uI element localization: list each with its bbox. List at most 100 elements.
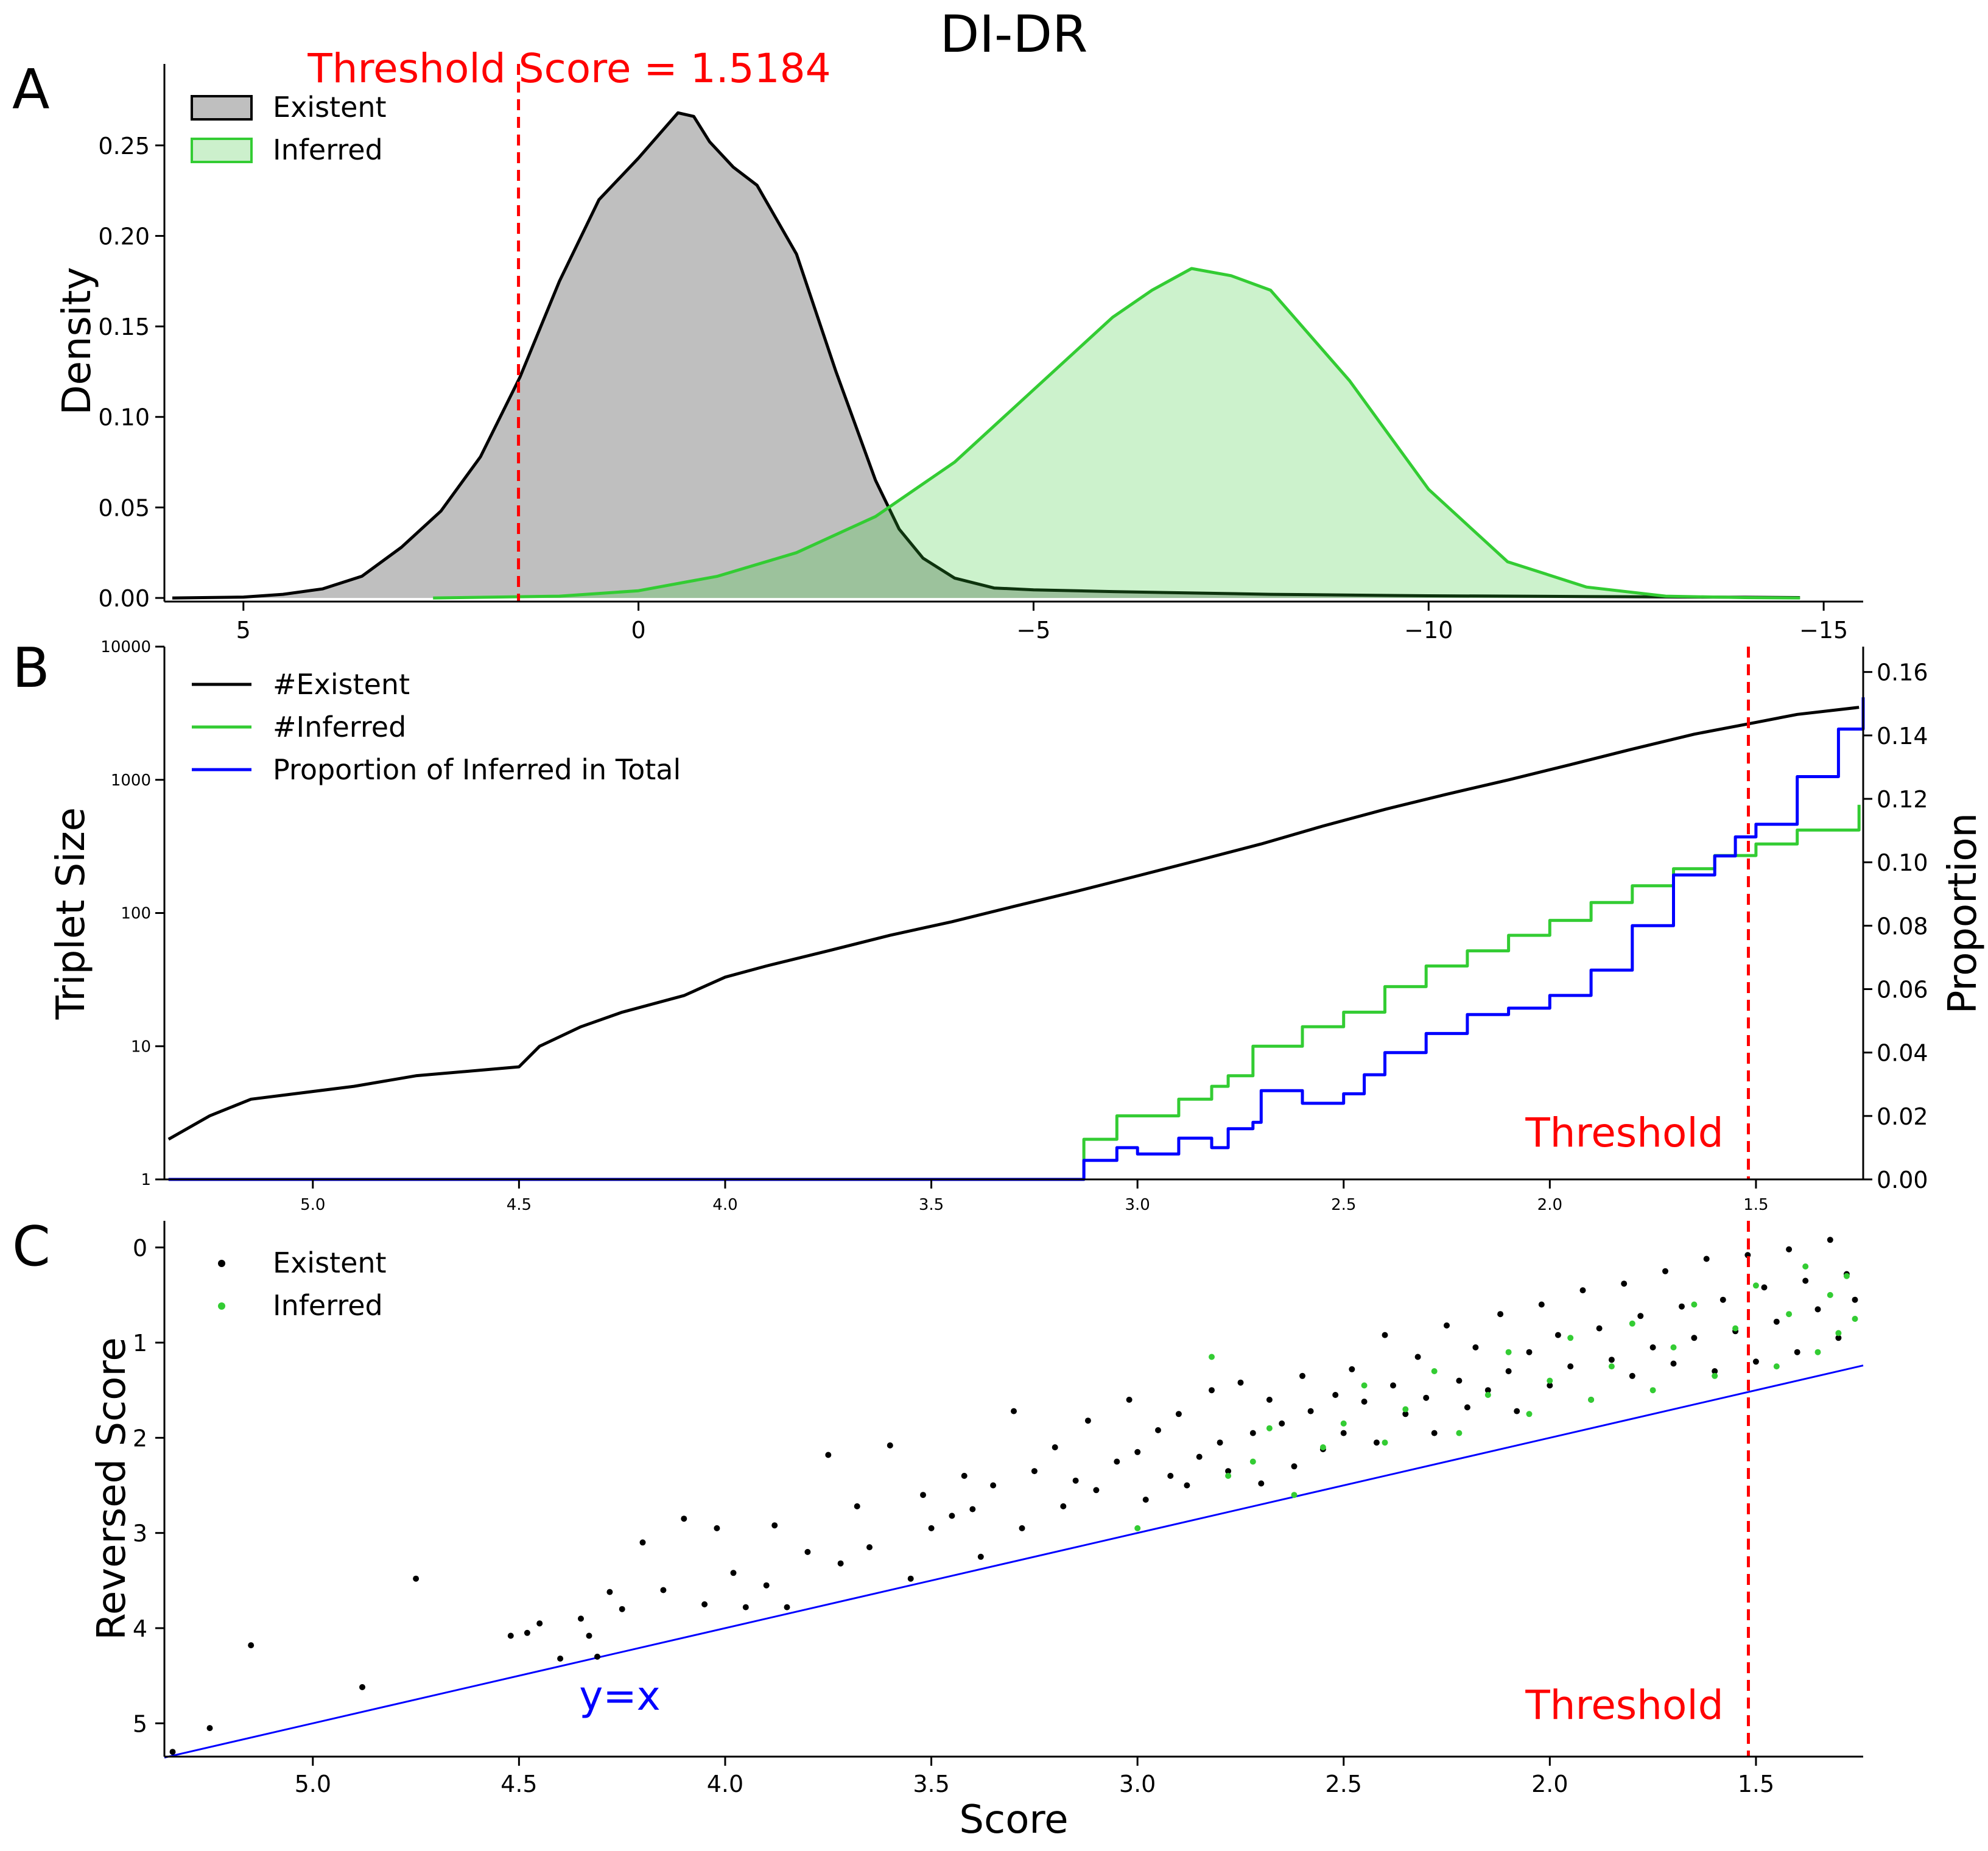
scatter-point-existent [1649, 1344, 1656, 1350]
scatter-point-existent [1608, 1357, 1615, 1363]
scatter-point-existent [1712, 1368, 1718, 1374]
scatter-point-existent [1361, 1399, 1368, 1405]
x-tick-label: 2.0 [1531, 1771, 1568, 1797]
scatter-point-existent [1209, 1387, 1215, 1394]
scatter-point-existent [1414, 1354, 1421, 1360]
scatter-point-existent [1225, 1468, 1232, 1475]
scatter-point-inferred [1649, 1387, 1656, 1394]
scatter-point-existent [1084, 1417, 1091, 1424]
scatter-point-existent [1402, 1411, 1409, 1417]
panel-b-legend: #Existent #Inferred Proportion of Inferr… [192, 668, 681, 786]
panel-c-xlabel: Score [959, 1797, 1068, 1842]
scatter-point-existent [206, 1725, 213, 1732]
y-tick-label: 0.15 [98, 314, 150, 340]
scatter-point-existent [866, 1544, 873, 1551]
panel-c-yx-label: y=x [579, 1673, 660, 1719]
scatter-point-inferred [1608, 1363, 1615, 1370]
scatter-point-existent [1373, 1439, 1380, 1446]
scatter-point-existent [1382, 1332, 1388, 1338]
density-area-inferred [433, 269, 1800, 599]
scatter-point-inferred [1691, 1301, 1698, 1308]
legend-existent-label: Existent [273, 91, 387, 124]
scatter-point-inferred [1567, 1335, 1574, 1341]
scatter-point-existent [1567, 1363, 1574, 1370]
legend-existent-swatch [191, 95, 253, 121]
scatter-point-existent [524, 1629, 530, 1636]
y-tick-label: 1000 [111, 771, 151, 790]
density-line-inferred [433, 267, 1800, 600]
scatter-point-existent [1629, 1372, 1635, 1379]
scatter-point-existent [949, 1512, 955, 1519]
panel-b-plot-area: 1 10 100 1000 10000 0.00 0.02 0.04 0.06 0.08 0.10 0… [100, 638, 1928, 1214]
figure-title: DI-DR [940, 4, 1088, 64]
panel-c-legend: Existent Inferred [218, 1246, 387, 1322]
scatter-point-existent [1060, 1503, 1067, 1509]
scatter-point-inferred [1629, 1320, 1635, 1327]
scatter-point-existent [1052, 1444, 1058, 1450]
scatter-point-existent [730, 1570, 737, 1576]
legend-inferred-count-label: #Inferred [273, 711, 406, 743]
scatter-point-existent [1456, 1377, 1463, 1384]
y2-tick-label: 0.12 [1877, 786, 1928, 813]
series-line-2 [168, 697, 1865, 1181]
density-area-existent [172, 113, 1800, 599]
y-tick-label: 2 [133, 1425, 147, 1452]
scatter-point-existent [1621, 1280, 1628, 1287]
scatter-point-inferred [1547, 1377, 1553, 1384]
scatter-point-inferred [1484, 1392, 1491, 1398]
scatter-point-existent [784, 1604, 790, 1610]
panel-c-letter: C [12, 1215, 51, 1279]
panel-a-threshold-label: Threshold Score = 1.5184 [307, 45, 831, 92]
x-tick-label: 3.0 [1119, 1771, 1156, 1797]
density-line-existent [172, 111, 1800, 600]
x-tick-label: 4.0 [707, 1771, 743, 1797]
scatter-point-existent [928, 1525, 935, 1531]
scatter-point-existent [742, 1604, 749, 1610]
y-tick-label: 3 [133, 1520, 147, 1547]
y-tick-label: 0.00 [98, 585, 150, 612]
y-tick-label: 0.25 [98, 133, 150, 160]
y-tick-label: 4 [133, 1615, 147, 1642]
scatter-point-inferred [1209, 1354, 1215, 1360]
scatter-point-existent [169, 1749, 176, 1755]
scatter-point-existent [1237, 1379, 1244, 1386]
scatter-point-existent [1835, 1335, 1842, 1341]
scatter-point-existent [1637, 1313, 1644, 1319]
panel-a-plot-area: 0.00 0.05 0.10 0.15 0.20 0.25 5 0 −5 −10 −15 [98, 64, 1863, 644]
scatter-point-existent [660, 1587, 667, 1593]
scatter-point-inferred [1266, 1425, 1273, 1431]
scatter-point-existent [1794, 1349, 1800, 1355]
scatter-point-inferred [1852, 1316, 1858, 1322]
legend-inferred-marker [218, 1302, 225, 1310]
scatter-point-existent [1072, 1477, 1079, 1484]
legend-existent-point-label: Existent [273, 1246, 387, 1279]
scatter-point-existent [1423, 1394, 1430, 1401]
legend-inferred-label: Inferred [273, 133, 383, 166]
scatter-point-existent [413, 1575, 420, 1582]
scatter-point-existent [639, 1539, 646, 1546]
x-tick-label: −15 [1799, 617, 1848, 644]
scatter-point-existent [1142, 1497, 1149, 1503]
scatter-point-existent [681, 1516, 687, 1522]
x-tick-label: −5 [1016, 617, 1050, 644]
scatter-point-inferred [1786, 1311, 1793, 1318]
scatter-point-existent [1349, 1366, 1355, 1372]
scatter-point-existent [1291, 1463, 1298, 1470]
y-equals-x-line [164, 1365, 1864, 1759]
y2-tick-label: 0.04 [1877, 1040, 1928, 1067]
scatter-point-existent [887, 1442, 893, 1449]
y-tick-label: 1 [133, 1330, 147, 1357]
legend-existent-count-label: #Existent [273, 668, 410, 701]
series-line-0 [167, 706, 1860, 1141]
scatter-point-existent [594, 1653, 600, 1660]
scatter-point-existent [1196, 1453, 1203, 1460]
x-tick-label: −10 [1404, 617, 1453, 644]
scatter-point-existent [1093, 1487, 1100, 1494]
scatter-point-inferred [1802, 1263, 1809, 1270]
scatter-point-inferred [1456, 1430, 1463, 1436]
scatter-point-inferred [1526, 1411, 1533, 1417]
x-tick-label: 3.5 [919, 1196, 944, 1214]
panel-c-ylabel: Reversed Score [90, 1337, 135, 1640]
scatter-point-existent [1554, 1332, 1561, 1338]
